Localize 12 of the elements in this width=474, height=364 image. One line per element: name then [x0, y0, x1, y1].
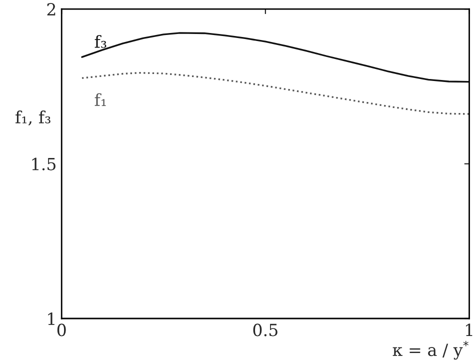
y-axis-title: f₁, f₃ — [16, 110, 50, 126]
y-tick-label: 1 — [48, 312, 54, 325]
line-series — [81, 72, 470, 115]
series-label: f₃ — [94, 35, 106, 48]
y-tick-label: 2 — [47, 3, 56, 16]
x-tick-label: 0 — [57, 324, 66, 336]
x-axis-title: κ = a / y$^{*}$ — [392, 340, 468, 360]
x-tick-label: 0.5 — [253, 324, 278, 336]
x-tick-label: 1 — [466, 324, 472, 336]
y-tick-label: 1.5 — [32, 158, 56, 170]
line-series — [81, 32, 470, 83]
series-label: f₁ — [94, 93, 106, 106]
